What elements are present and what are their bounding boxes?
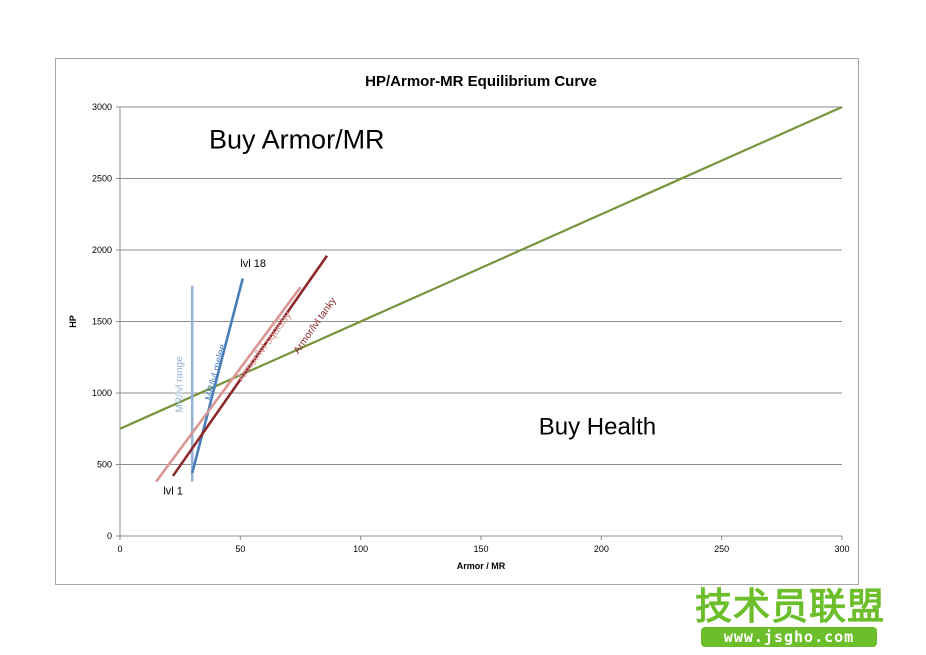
annotation-4: lvl 1 bbox=[163, 486, 183, 498]
series-line-1 bbox=[119, 105, 843, 430]
x-tick-label: 250 bbox=[714, 544, 729, 554]
annotation-3: lvl 18 bbox=[240, 258, 266, 270]
y-tick-label: 3000 bbox=[92, 102, 112, 112]
annotation-2: Buy Health bbox=[539, 413, 656, 440]
series-line-3 bbox=[190, 278, 244, 474]
x-tick-label: 0 bbox=[117, 544, 122, 554]
watermark-logo: 技术员联盟 www.jsgho.com bbox=[693, 587, 885, 651]
y-tick-label: 2000 bbox=[92, 245, 112, 255]
chart-title: HP/Armor-MR Equilibrium Curve bbox=[365, 73, 597, 90]
series-line-4 bbox=[155, 286, 302, 483]
y-tick-label: 2500 bbox=[92, 174, 112, 184]
x-tick-label: 200 bbox=[594, 544, 609, 554]
chart-frame: HP/Armor-MR Equilibrium Curve 0 500 1000 150… bbox=[55, 58, 859, 585]
x-axis-label: Armor / MR bbox=[457, 561, 506, 571]
watermark-url: www.jsgho.com bbox=[701, 627, 877, 647]
series-label-4: Armor/lvl squishy bbox=[235, 309, 295, 384]
x-tick-label: 50 bbox=[235, 544, 245, 554]
y-tick-label: 1000 bbox=[92, 388, 112, 398]
y-tick-label: 1500 bbox=[92, 317, 112, 327]
x-tick-label: 150 bbox=[473, 544, 488, 554]
series-line-5 bbox=[171, 254, 329, 477]
chart-svg: HP/Armor-MR Equilibrium Curve05001000150… bbox=[68, 73, 850, 571]
x-tick-label: 300 bbox=[834, 544, 849, 554]
x-tick-label: 100 bbox=[353, 544, 368, 554]
series-label-5: Armor/lvl tanky bbox=[292, 296, 339, 356]
series-label-2: MR/lvl range bbox=[175, 356, 186, 413]
y-tick-label: 500 bbox=[97, 460, 112, 470]
watermark-title: 技术员联盟 bbox=[695, 585, 885, 628]
annotation-1: Buy Armor/MR bbox=[209, 124, 385, 154]
y-tick-label: 0 bbox=[107, 531, 112, 541]
y-axis-label: HP bbox=[68, 315, 78, 328]
